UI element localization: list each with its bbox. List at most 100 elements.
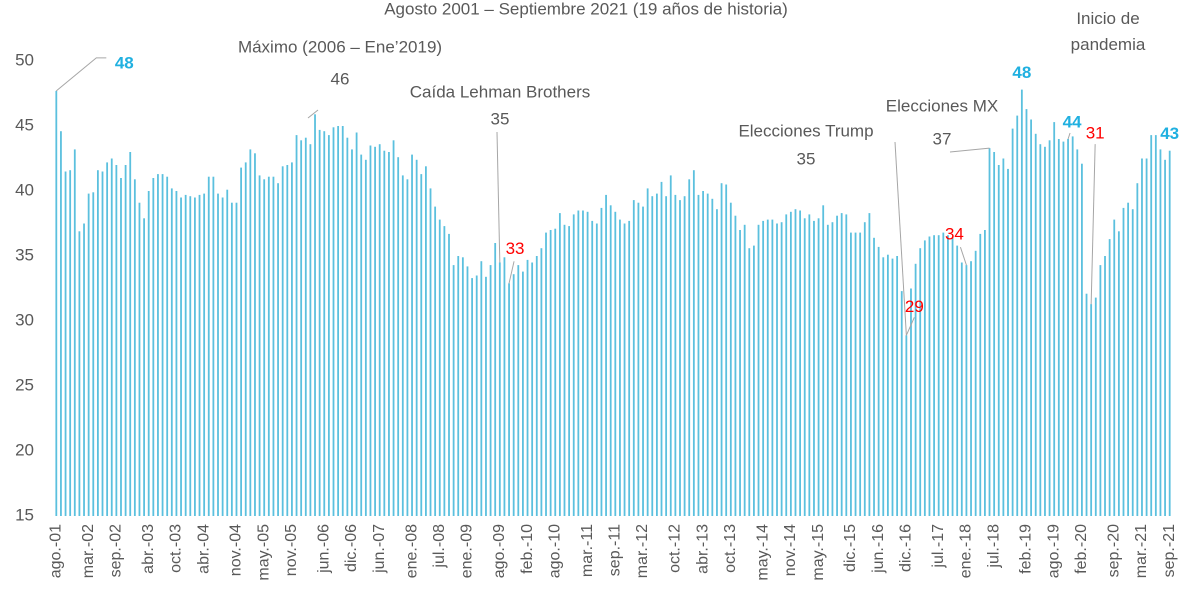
x-tick-label: jul.-18 (985, 524, 1002, 569)
bar (133, 179, 136, 517)
bar (351, 149, 353, 516)
x-tick-label: sep.-11 (607, 524, 624, 576)
bar (729, 202, 732, 516)
bar (180, 197, 182, 516)
bar (591, 220, 594, 516)
bar (886, 254, 889, 516)
bar (748, 248, 751, 516)
bar (535, 256, 538, 516)
bar (716, 209, 718, 516)
bar (374, 146, 376, 517)
bar (577, 210, 580, 516)
bar (845, 214, 848, 516)
bar (152, 178, 155, 516)
bar (161, 174, 164, 516)
bar (831, 222, 834, 516)
y-tick-label: 20 (15, 440, 34, 459)
bar (327, 135, 330, 516)
x-tick-label: jun.-16 (870, 524, 887, 574)
bar (526, 259, 529, 516)
bar (554, 228, 557, 516)
annotation-value: 35 (797, 149, 816, 168)
bar (983, 230, 986, 516)
x-tick-label: dic.-16 (898, 524, 915, 572)
bar (124, 165, 127, 516)
bar (919, 248, 922, 516)
bar (420, 174, 423, 516)
bar (406, 179, 409, 517)
bar (1094, 297, 1097, 516)
bar (808, 214, 811, 516)
bar (794, 209, 797, 516)
bar (267, 176, 270, 516)
bar (1108, 239, 1111, 516)
bar (651, 196, 654, 516)
bar (498, 262, 501, 516)
bar (212, 176, 215, 516)
bar (1122, 207, 1125, 516)
bar (757, 224, 760, 517)
data-label: 29 (905, 297, 924, 316)
bar (304, 137, 307, 516)
bar (960, 262, 963, 516)
bar (323, 131, 326, 516)
bar (582, 210, 584, 516)
bar (1034, 133, 1037, 517)
bar (147, 191, 150, 516)
bar (198, 194, 201, 516)
bar (175, 191, 178, 516)
x-tick-label: sep.-21 (1161, 524, 1178, 577)
bar (956, 245, 959, 516)
bar (568, 226, 571, 516)
bar (235, 202, 238, 516)
bar (688, 179, 691, 517)
bar (1141, 158, 1143, 516)
x-tick-label: ago.-01 (48, 524, 65, 578)
bar (503, 257, 506, 516)
bar (452, 265, 455, 516)
x-tick-label: sep.-20 (1105, 524, 1122, 577)
bar (540, 248, 543, 516)
bar (711, 198, 714, 517)
x-tick-label: may.-05 (255, 524, 272, 581)
bar (300, 140, 303, 517)
bar (762, 220, 765, 516)
bar (355, 132, 358, 516)
bar (318, 129, 321, 516)
bar (600, 207, 603, 516)
x-tick-label: dic.-06 (343, 524, 360, 572)
leader-line (1067, 132, 1071, 140)
bar (277, 183, 279, 516)
bar (720, 183, 723, 516)
x-tick-label: may.-15 (810, 524, 827, 581)
bar (69, 170, 72, 516)
data-label: 43 (1160, 124, 1179, 143)
bar (1136, 183, 1139, 516)
bar (170, 188, 173, 516)
bar (87, 193, 90, 516)
bar (1062, 141, 1065, 516)
bar (1016, 115, 1019, 516)
x-tick-label: mar.-21 (1133, 524, 1150, 578)
leader-line (55, 57, 107, 92)
bar (83, 223, 85, 516)
data-label: 48 (115, 53, 134, 72)
bar (138, 202, 141, 516)
bar (517, 265, 520, 516)
bar (923, 240, 926, 516)
x-tick-label: nov.-14 (782, 524, 799, 576)
bar (115, 165, 118, 516)
x-tick-label: nov.-05 (283, 524, 300, 576)
bar (73, 149, 76, 516)
bar (332, 127, 335, 517)
bar (674, 194, 677, 516)
bar (706, 193, 709, 516)
bar (900, 291, 903, 516)
bar (249, 149, 252, 516)
bar (1081, 163, 1083, 516)
bar (965, 265, 968, 516)
bar (914, 263, 917, 516)
bar (1002, 158, 1005, 516)
x-tick-label: ene.-08 (403, 524, 420, 578)
